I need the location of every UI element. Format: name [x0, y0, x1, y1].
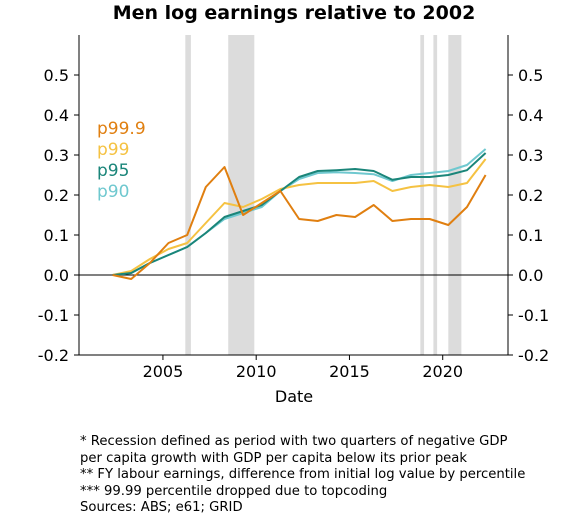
- x-tick-label: 2015: [329, 362, 370, 381]
- legend-label-p95: p95: [97, 161, 129, 181]
- y-tick-label-right: 0.4: [518, 106, 543, 125]
- legend-label-p99-9: p99.9: [97, 119, 146, 139]
- y-tick-label: -0.2: [38, 346, 69, 365]
- series-line-p99: [112, 158, 487, 276]
- y-tick-label: 0.4: [44, 106, 69, 125]
- note-line: per capita growth with GDP per capita be…: [80, 450, 468, 466]
- x-tick-label: 2010: [236, 362, 277, 381]
- x-tick-label: 2020: [422, 362, 463, 381]
- recession-band: [228, 35, 255, 355]
- y-tick-label-right: 0.0: [518, 266, 543, 285]
- recession-band: [433, 35, 438, 355]
- note-line: *** 99.99 percentile dropped due to topc…: [80, 483, 388, 499]
- chart-notes: * Recession defined as period with two q…: [80, 434, 525, 517]
- recession-band: [448, 35, 462, 355]
- series-lines: [112, 148, 487, 280]
- note-line: Sources: ABS; e61; GRID: [80, 500, 243, 515]
- recession-band: [185, 35, 191, 355]
- y-tick-label: 0.0: [44, 266, 69, 285]
- legend-label-p99: p99: [97, 140, 129, 160]
- recession-bands: [185, 35, 462, 355]
- y-tick-label: 0.3: [44, 146, 69, 165]
- y-tick-label-right: 0.1: [518, 226, 543, 245]
- y-tick-label-right: -0.2: [518, 346, 549, 365]
- series-line-p90: [112, 148, 487, 276]
- note-line: ** FY labour earnings, difference from i…: [80, 467, 526, 482]
- y-tick-label-right: -0.1: [518, 306, 549, 325]
- x-tick-label: 2005: [143, 362, 184, 381]
- axes: -0.2 -0.2 -0.1 -0.1 0.0 0.0 0.1 0.1 0.2 0.2 0.3 0.3…: [38, 35, 549, 381]
- y-tick-label: 0.2: [44, 186, 69, 205]
- line-chart: -0.2 -0.2 -0.1 -0.1 0.0 0.0 0.1 0.1 0.2 0.2 0.3 0.3…: [38, 35, 549, 406]
- y-tick-label-right: 0.2: [518, 186, 543, 205]
- y-tick-label: 0.5: [44, 66, 69, 85]
- y-tick-label: -0.1: [38, 306, 69, 325]
- y-tick-label-right: 0.3: [518, 146, 543, 165]
- chart-title: Men log earnings relative to 2002: [112, 2, 476, 24]
- y-tick-label: 0.1: [44, 226, 69, 245]
- series-line-p95: [112, 152, 487, 276]
- x-axis-label: Date: [275, 387, 313, 406]
- series-line-p99-9: [112, 166, 487, 280]
- y-tick-label-right: 0.5: [518, 66, 543, 85]
- recession-band: [420, 35, 425, 355]
- note-line: * Recession defined as period with two q…: [80, 434, 508, 449]
- legend-label-p90: p90: [97, 182, 129, 202]
